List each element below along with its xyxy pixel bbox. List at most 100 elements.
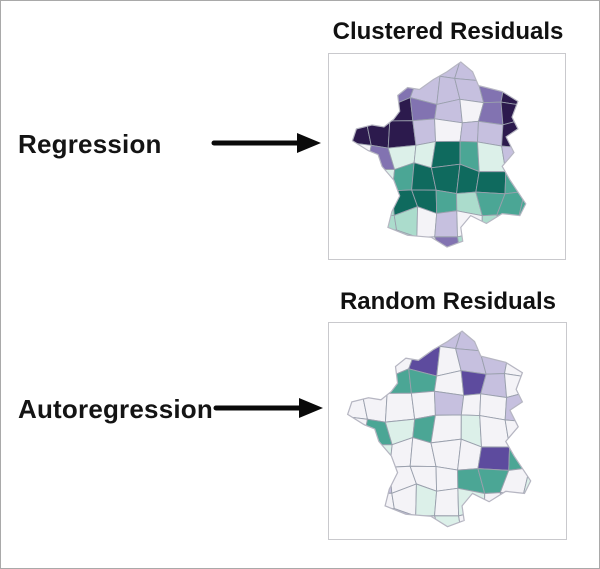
department-cell <box>475 171 507 195</box>
department-cell <box>415 61 441 81</box>
department-cell <box>365 187 395 216</box>
department-cell <box>518 209 526 236</box>
department-cell <box>434 210 458 238</box>
department-cell <box>503 331 531 349</box>
department-cell <box>499 61 526 78</box>
department-cell <box>527 390 531 423</box>
department-cell <box>530 331 531 354</box>
department-cell <box>347 331 368 355</box>
department-cell <box>481 230 504 248</box>
department-cell <box>500 74 526 106</box>
department-cell <box>433 515 464 527</box>
department-cell <box>388 331 417 355</box>
department-cell <box>352 167 370 189</box>
department-cell <box>459 120 479 143</box>
department-cell <box>365 82 393 106</box>
department-cell <box>433 390 465 416</box>
france-map-clustered <box>333 58 561 255</box>
department-cell <box>365 215 398 231</box>
department-cell <box>478 331 511 352</box>
department-cell <box>504 511 531 527</box>
department-cell <box>352 213 369 235</box>
clustered-residuals-map-frame <box>328 53 566 260</box>
department-cell <box>524 511 531 527</box>
department-cell <box>477 446 511 471</box>
department-cell <box>352 61 372 84</box>
department-cell <box>525 61 526 84</box>
department-cell <box>525 344 531 378</box>
department-cell <box>347 491 365 514</box>
department-cell <box>523 142 526 173</box>
department-cell <box>522 486 531 515</box>
department-cell <box>454 331 481 352</box>
department-cell <box>412 118 437 146</box>
department-cell <box>347 346 367 376</box>
department-cell <box>361 374 390 394</box>
department-cell <box>361 464 393 494</box>
department-cell <box>525 373 531 394</box>
department-cell <box>457 487 486 517</box>
department-cell <box>430 140 461 169</box>
department-cell <box>352 186 370 216</box>
department-cell <box>523 167 526 192</box>
department-cell <box>508 446 531 471</box>
department-cell <box>347 462 366 494</box>
department-cell <box>519 232 526 248</box>
department-cell <box>347 443 366 466</box>
department-cell <box>387 120 417 149</box>
department-cell <box>435 465 459 492</box>
autoregression-label: Autoregression <box>18 394 213 424</box>
department-cell <box>521 74 526 106</box>
department-cell <box>386 368 412 394</box>
department-cell <box>410 390 436 420</box>
department-cell <box>430 163 461 195</box>
department-cell <box>504 171 526 195</box>
department-cell <box>454 61 479 82</box>
department-cell <box>361 353 390 378</box>
department-cell <box>430 438 462 471</box>
department-cell <box>362 444 393 468</box>
random-residuals-map-frame <box>328 322 567 540</box>
department-cell <box>361 492 395 510</box>
department-cell <box>352 228 373 248</box>
right-arrow-icon <box>213 398 323 418</box>
department-cell <box>414 331 441 351</box>
department-cell <box>476 61 507 82</box>
department-cell <box>366 169 396 192</box>
department-cell <box>434 236 462 248</box>
department-cell <box>503 344 531 378</box>
department-cell <box>499 492 531 515</box>
department-cell <box>363 507 395 527</box>
clustered-residuals-title: Clustered Residuals <box>332 18 564 45</box>
department-cell <box>347 416 369 446</box>
department-cell <box>434 487 460 517</box>
department-cell <box>460 393 482 417</box>
department-cell <box>496 214 526 237</box>
department-cell <box>391 61 418 85</box>
department-cell <box>367 228 398 248</box>
department-cell <box>520 102 526 122</box>
department-cell <box>501 232 526 248</box>
department-cell <box>527 442 531 469</box>
department-cell <box>389 96 414 122</box>
department-cell <box>352 102 367 122</box>
department-cell <box>522 118 526 149</box>
department-cell <box>456 210 483 238</box>
department-cell <box>365 331 394 355</box>
department-cell <box>434 118 463 143</box>
department-cell <box>347 507 369 527</box>
regression-label: Regression <box>18 129 162 159</box>
department-cell <box>483 509 508 527</box>
department-cell <box>430 414 462 444</box>
france-map-random <box>333 327 562 535</box>
department-cell <box>369 61 397 85</box>
right-arrow-icon <box>211 133 321 153</box>
department-cell <box>435 189 458 214</box>
department-cell <box>483 492 507 516</box>
department-cell <box>384 392 416 423</box>
department-cell <box>352 142 372 171</box>
department-cell <box>481 214 503 237</box>
random-residuals-title: Random Residuals <box>339 288 557 315</box>
department-cell <box>365 102 392 122</box>
department-cell <box>352 75 371 104</box>
